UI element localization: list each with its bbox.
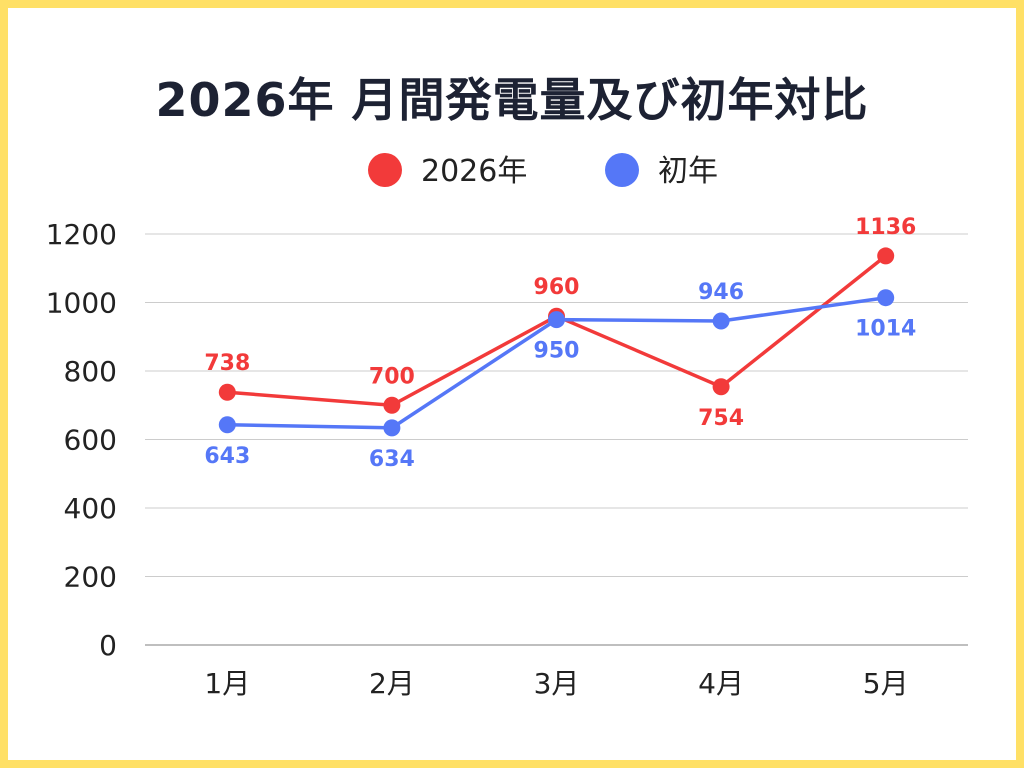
y-tick-label: 600 xyxy=(64,424,117,457)
legend-marker xyxy=(605,153,639,187)
y-tick-label: 1000 xyxy=(46,287,117,320)
y-tick-label: 200 xyxy=(64,561,117,594)
y-tick-label: 0 xyxy=(99,629,117,662)
data-point xyxy=(877,247,895,265)
axes: 0 200 400 600 800 1000 1200 1月 2月 3月 4月 5月 xyxy=(46,218,968,700)
data-label: 700 xyxy=(369,364,415,389)
y-tick-label: 800 xyxy=(64,355,117,388)
x-tick-label: 4月 xyxy=(698,667,744,700)
data-label: 1014 xyxy=(855,317,916,342)
data-label: 950 xyxy=(534,339,580,364)
x-tick-label: 3月 xyxy=(534,667,580,700)
data-label: 960 xyxy=(534,275,580,300)
y-tick-label: 400 xyxy=(64,492,117,525)
data-label: 946 xyxy=(698,280,744,305)
data-point xyxy=(877,289,895,307)
data-point xyxy=(218,416,236,434)
x-tick-label: 5月 xyxy=(863,667,909,700)
data-point xyxy=(383,419,401,437)
data-label: 634 xyxy=(369,447,415,472)
x-tick-label: 2月 xyxy=(369,667,415,700)
legend-marker xyxy=(368,153,402,187)
legend-label: 初年 xyxy=(658,154,718,189)
grid-lines xyxy=(145,233,968,577)
data-label: 754 xyxy=(698,406,744,431)
data-label: 738 xyxy=(204,351,250,376)
legend-label: 2026年 xyxy=(421,154,527,189)
data-label: 1136 xyxy=(855,215,916,240)
data-point xyxy=(712,312,730,330)
data-labels: 738 700 960 754 1136 643 634 950 946 1014 xyxy=(204,215,916,472)
data-point xyxy=(712,378,730,396)
x-tick-label: 1月 xyxy=(204,667,250,700)
data-label: 643 xyxy=(204,444,250,469)
legend: 2026年 初年 xyxy=(368,153,718,189)
data-point xyxy=(218,383,236,401)
data-point xyxy=(383,396,401,414)
y-tick-label: 1200 xyxy=(46,218,117,251)
data-point xyxy=(548,311,565,329)
chart-title: 2026年 月間発電量及び初年対比 xyxy=(155,73,869,127)
series-lines xyxy=(218,247,895,437)
